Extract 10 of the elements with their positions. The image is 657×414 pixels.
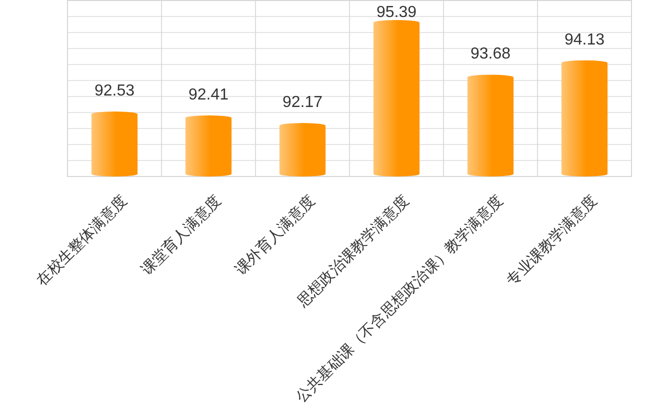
- x-tick-label: 在校生整体满意度: [32, 192, 130, 290]
- data-label: 92.53: [94, 82, 135, 100]
- x-tick-label: 课堂育人满意度: [137, 192, 224, 279]
- data-label: 95.39: [376, 4, 417, 21]
- x-tick-label: 课外育人满意度: [231, 192, 318, 279]
- data-label: 92.17: [282, 94, 323, 112]
- data-label: 94.13: [564, 31, 605, 48]
- data-label: 92.41: [188, 86, 229, 104]
- data-label: 93.68: [470, 46, 511, 63]
- x-tick-label: 专业课教学满意度: [502, 192, 600, 290]
